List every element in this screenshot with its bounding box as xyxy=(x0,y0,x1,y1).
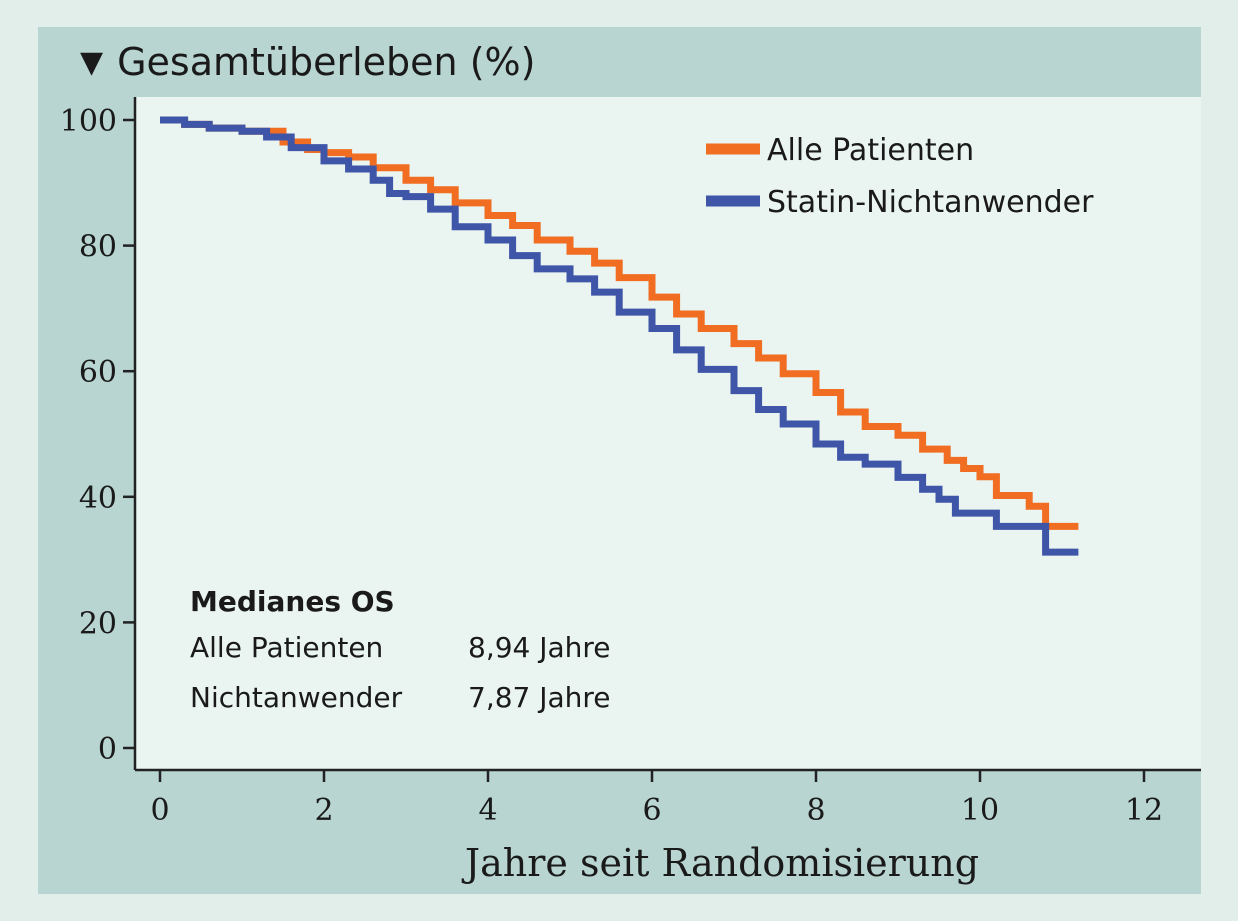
x-tick-label: 8 xyxy=(806,793,825,828)
x-tick-label: 4 xyxy=(478,793,497,828)
y-tick-label: 100 xyxy=(60,104,117,139)
triangle-down-icon: ▼ xyxy=(80,44,104,80)
chart-title-text: Gesamtüberleben (%) xyxy=(117,40,536,84)
y-tick-label: 80 xyxy=(79,230,117,265)
y-tick-label: 0 xyxy=(98,732,117,767)
y-tick-label: 60 xyxy=(79,355,117,390)
plot-area xyxy=(135,97,1201,770)
y-tick-label: 20 xyxy=(79,606,117,641)
median-os-annotation: Medianes OS Alle Patienten 8,94 Jahre Nicht… xyxy=(190,585,611,714)
axes: 0 20 40 60 80 100 0 2 4 6 8 10 12 xyxy=(60,97,1201,828)
median-os-label: Nichtanwender xyxy=(190,681,403,714)
median-os-title: Medianes OS xyxy=(190,585,395,618)
median-os-label: Alle Patienten xyxy=(190,631,383,664)
y-tick-label: 40 xyxy=(79,481,117,516)
x-tick-label: 12 xyxy=(1125,793,1163,828)
x-axis-title: Jahre seit Randomisierung xyxy=(461,841,979,885)
legend: Alle Patienten Statin-Nichtanwender xyxy=(706,133,1094,220)
series-lines xyxy=(160,116,1079,556)
chart-title: ▼ Gesamtüberleben (%) xyxy=(38,27,938,97)
x-tick-label: 0 xyxy=(150,793,169,828)
x-tick-label: 10 xyxy=(961,793,999,828)
series-line-statin-nichtanwender xyxy=(160,116,1079,556)
median-os-value: 8,94 Jahre xyxy=(468,631,611,664)
median-os-value: 7,87 Jahre xyxy=(468,681,611,714)
legend-label: Statin-Nichtanwender xyxy=(767,185,1094,220)
x-tick-label: 2 xyxy=(314,793,333,828)
x-tick-label: 6 xyxy=(642,793,661,828)
series-line-alle-patienten xyxy=(160,116,1079,530)
legend-label: Alle Patienten xyxy=(767,133,974,168)
